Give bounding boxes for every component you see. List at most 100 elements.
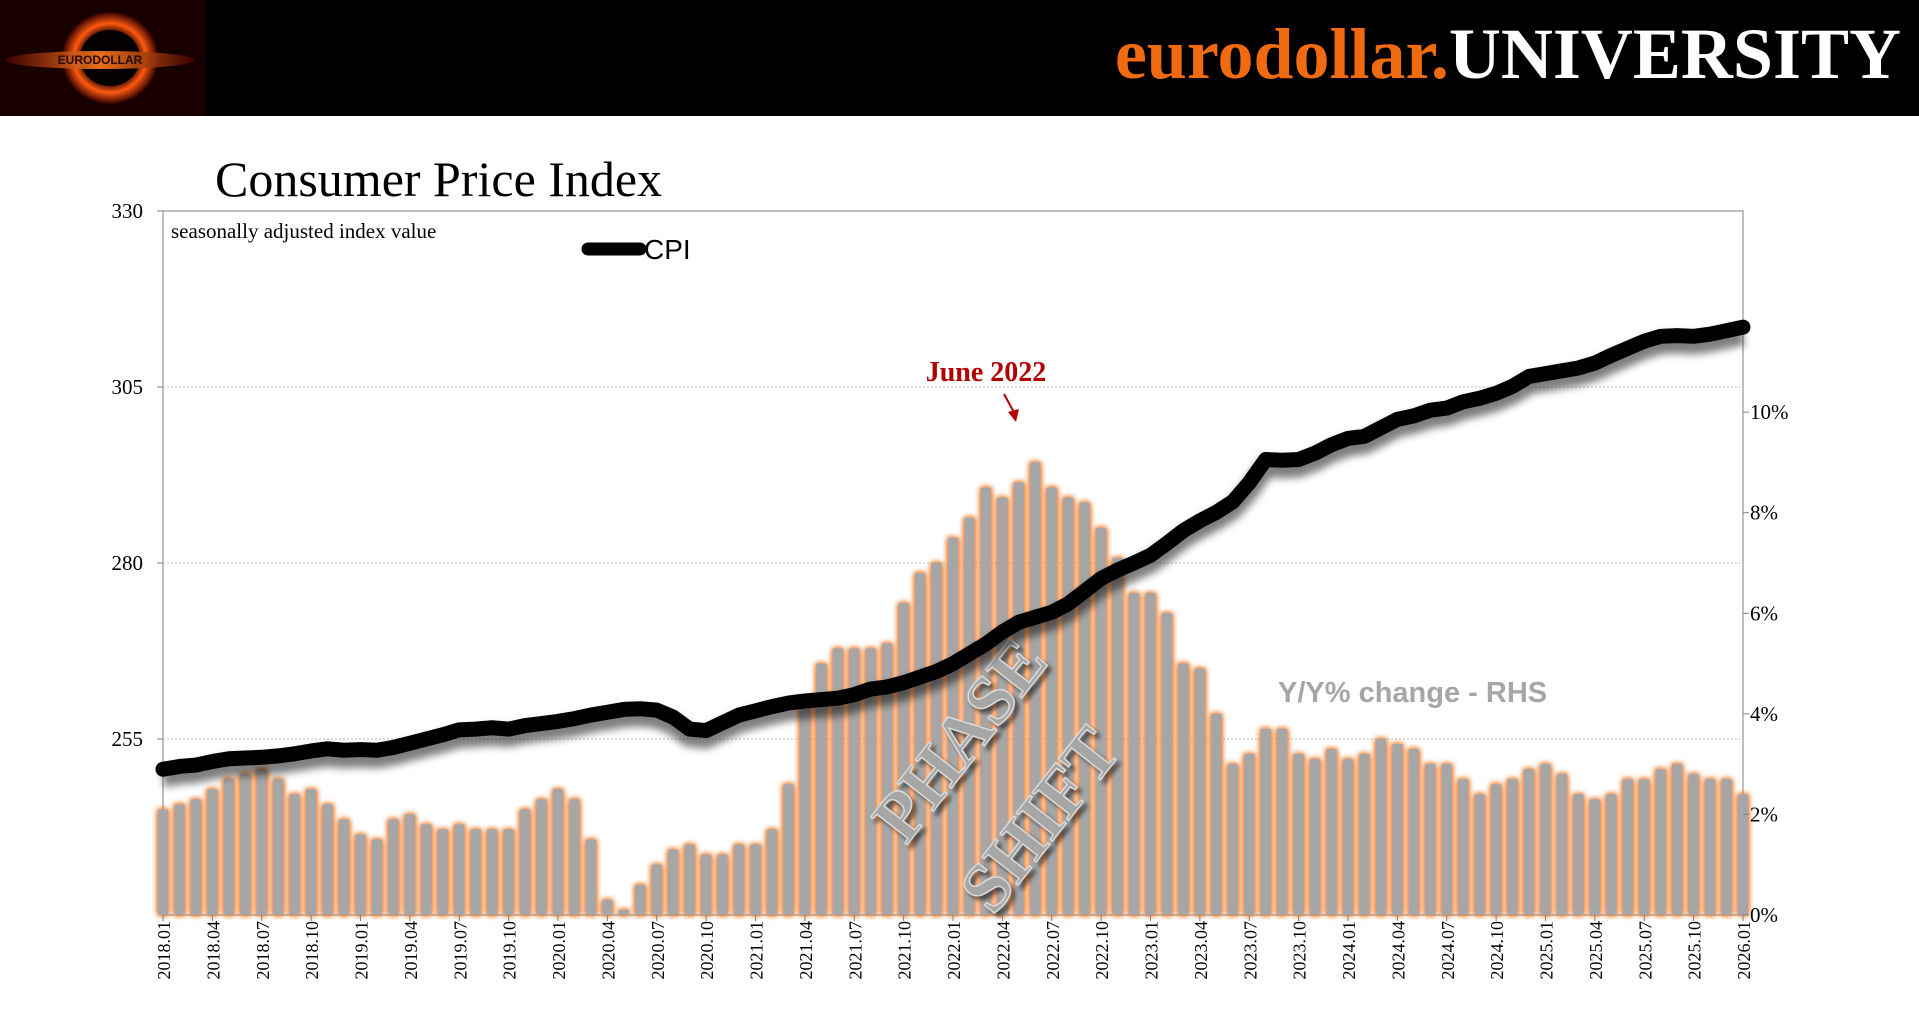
yoy-bar (997, 497, 1008, 915)
right-tick-label: 6% (1750, 601, 1778, 625)
yoy-bar (1556, 774, 1568, 915)
yoy-bar (1589, 799, 1600, 915)
x-tick-label: 2024.07 (1438, 921, 1458, 980)
left-tick-label: 305 (112, 375, 144, 399)
x-tick-label: 2023.01 (1142, 921, 1162, 980)
chart-title: Consumer Price Index (215, 151, 662, 207)
eurodollar-logo: EURODOLLAR (0, 0, 205, 116)
yoy-bar (1622, 779, 1633, 915)
yoy-bar (322, 804, 333, 915)
logo-text: EURODOLLAR (58, 53, 143, 67)
yoy-bar (569, 799, 580, 915)
yoy-bar (602, 899, 613, 915)
yoy-bar (1030, 462, 1041, 915)
yoy-bar (816, 663, 827, 915)
yoy-bar (1128, 593, 1140, 915)
x-tick-label: 2022.01 (944, 921, 964, 980)
yoy-bar (1507, 779, 1518, 915)
yoy-bar (1540, 764, 1551, 915)
yoy-bar (487, 829, 498, 915)
x-tick-label: 2018.01 (154, 921, 174, 980)
yoy-bar (1096, 527, 1107, 915)
cpi-chart: Consumer Price Index PHASE SHIFT seasona… (112, 151, 1789, 980)
yoy-bar (832, 648, 843, 915)
yoy-bar (157, 809, 169, 915)
yoy-bar (849, 648, 860, 915)
x-tick-label: 2021.04 (796, 921, 816, 980)
yoy-bar (668, 849, 679, 915)
yoy-bar (240, 774, 251, 915)
yoy-bar (190, 799, 202, 915)
x-tick-label: 2020.07 (648, 921, 668, 980)
yoy-bar (404, 814, 415, 915)
x-tick-label: 2019.04 (401, 921, 421, 980)
x-tick-label: 2024.04 (1388, 921, 1408, 980)
x-tick-label: 2022.07 (1043, 921, 1063, 980)
brand-part-eurodollar: eurodollar. (1114, 14, 1449, 94)
x-tick-label: 2023.10 (1290, 921, 1310, 980)
yoy-bar (1704, 779, 1716, 915)
yoy-bar (256, 769, 267, 915)
subtitle: seasonally adjusted index value (171, 219, 436, 243)
yoy-bar (1425, 764, 1436, 915)
yoy-bar (1606, 794, 1617, 915)
yoy-bar (1046, 487, 1057, 915)
yoy-bar (1408, 749, 1419, 915)
yoy-bar (684, 844, 695, 915)
yoy-bar (1178, 663, 1189, 915)
right-tick-label: 2% (1750, 802, 1778, 826)
x-tick-label: 2025.10 (1685, 921, 1705, 980)
x-tick-label: 2024.01 (1339, 921, 1359, 980)
yoy-bar (1359, 754, 1370, 915)
yoy-bar (470, 829, 481, 915)
yoy-bar (701, 854, 712, 915)
x-tick-label: 2019.10 (500, 921, 520, 980)
yoy-bar (338, 819, 350, 915)
yoy-bar (1293, 754, 1304, 915)
x-tick-label: 2023.04 (1191, 921, 1211, 980)
yoy-bar (1161, 613, 1173, 915)
yoy-bar (865, 648, 876, 915)
x-tick-label: 2019.01 (352, 921, 372, 980)
yoy-bar (1491, 784, 1502, 915)
yoy-bar (1145, 593, 1156, 915)
right-tick-label: 10% (1750, 400, 1789, 424)
cpi-line (155, 319, 1751, 777)
x-tick-label: 2020.10 (697, 921, 717, 980)
header-bar: EURODOLLAR eurodollar.UNIVERSITY (0, 0, 1919, 116)
yoy-bar (371, 839, 383, 915)
x-tick-label: 2023.07 (1240, 921, 1260, 980)
yoy-bar (914, 573, 926, 915)
yoy-bar (1211, 713, 1222, 915)
yoy-bar (174, 804, 185, 915)
yoy-bar (437, 829, 448, 915)
yoy-bar (1309, 759, 1321, 915)
yoy-bar (1194, 668, 1205, 915)
yoy-bar (1523, 769, 1535, 915)
x-tick-label: 2021.07 (845, 921, 865, 980)
yoy-bar (1458, 779, 1469, 915)
yoy-bar (980, 487, 992, 915)
yoy-bar (207, 789, 218, 915)
left-tick-label: 330 (112, 199, 144, 223)
yoy-bar (552, 789, 564, 915)
yoy-bar (1013, 482, 1024, 915)
yoy-bar (1342, 759, 1354, 915)
x-tick-label: 2025.01 (1537, 921, 1557, 980)
yoy-bar (1277, 728, 1288, 915)
x-tick-label: 2018.10 (302, 921, 322, 980)
yoy-bar (651, 864, 662, 915)
yoy-bar (454, 824, 465, 915)
x-tick-label: 2021.10 (895, 921, 915, 980)
yoy-bar (503, 829, 514, 915)
brand-title: eurodollar.UNIVERSITY (1115, 6, 1901, 102)
right-tick-label: 4% (1750, 702, 1778, 726)
yoy-bar (947, 537, 959, 915)
yoy-bar (273, 779, 284, 915)
yoy-bar (1721, 779, 1732, 915)
yoy-bars (157, 462, 1749, 915)
x-tick-label: 2019.07 (450, 921, 470, 980)
x-tick-label: 2024.10 (1487, 921, 1507, 980)
left-axis: 330 305 280 255 (112, 199, 163, 751)
yoy-bar (1112, 557, 1123, 915)
